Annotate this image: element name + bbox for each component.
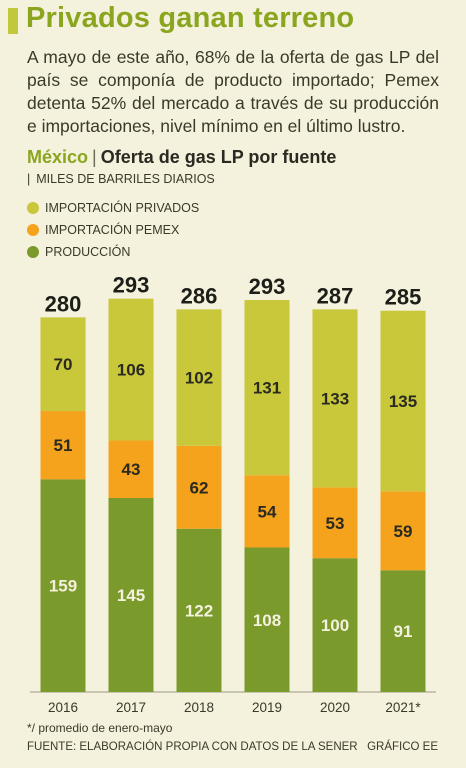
data-label-importacion-privados-2018: 102 [185,369,213,388]
legend-swatch-importacion-privados [27,202,39,214]
data-label-produccion-2020: 100 [321,616,349,635]
bar-segment-produccion-2020 [312,558,358,692]
bar-segment-produccion-2018 [176,528,222,692]
bar-segment-importacion-privados-2017 [108,298,154,441]
data-label-importacion-pemex-2017: 43 [122,460,141,479]
legend-item-importacion-pemex: IMPORTACIÓN PEMEX [27,219,199,241]
chart-units: | MILES DE BARRILES DIARIOS [27,172,215,186]
chart-country: México [27,147,89,167]
bar-segment-importacion-privados-2019 [244,300,290,476]
data-label-importacion-privados-2016: 70 [54,355,73,374]
data-label-produccion-2019: 108 [253,611,281,630]
x-tick-label-2018: 2018 [184,700,214,715]
legend-swatch-importacion-pemex [27,224,39,236]
legend-item-produccion: PRODUCCIÓN [27,241,199,263]
data-label-importacion-pemex-2018: 62 [190,478,209,497]
bar-segment-produccion-2017 [108,498,154,692]
chart-credit: GRÁFICO EE [367,741,438,753]
data-label-produccion-2018: 122 [185,601,213,620]
data-label-importacion-privados-2021: 135 [389,392,417,411]
chart-legend: IMPORTACIÓN PRIVADOS IMPORTACIÓN PEMEX P… [27,197,199,263]
bar-segment-importacion-pemex-2020 [312,487,358,559]
bar-segment-importacion-privados-2020 [312,309,358,488]
bar-segment-importacion-pemex-2017 [108,440,154,499]
data-label-importacion-pemex-2016: 51 [54,436,73,455]
bar-segment-importacion-pemex-2018 [176,445,222,529]
chart-source: FUENTE: ELABORACIÓN PROPIA CON DATOS DE … [27,741,358,753]
x-tick-label-2020: 2020 [320,700,350,715]
x-tick-label-2016: 2016 [48,700,78,715]
total-label-2019: 293 [249,274,286,299]
units-label: MILES DE BARRILES DIARIOS [36,172,215,186]
legend-item-importacion-privados: IMPORTACIÓN PRIVADOS [27,197,199,219]
chart-heading-separator: | [92,147,97,167]
bar-segment-importacion-pemex-2019 [244,475,290,548]
data-label-importacion-privados-2019: 131 [253,379,281,398]
bar-segment-importacion-privados-2018 [176,309,222,446]
data-label-produccion-2017: 145 [117,586,145,605]
data-label-produccion-2016: 159 [49,577,77,596]
data-label-importacion-pemex-2019: 54 [258,502,277,521]
bar-segment-produccion-2021 [380,570,426,692]
total-label-2018: 286 [181,283,218,308]
data-label-importacion-privados-2017: 106 [117,361,145,380]
bar-segment-importacion-pemex-2021 [380,491,426,571]
data-label-importacion-pemex-2020: 53 [326,514,345,533]
title-accent-bar [8,8,18,34]
chart-heading: México | Oferta de gas LP por fuente [27,147,336,168]
units-pipe: | [27,172,31,186]
chart-title: Oferta de gas LP por fuente [100,147,337,167]
chart-footnote: */ promedio de enero-mayo [27,721,173,735]
intro-paragraph: A mayo de este año, 68% de la oferta de … [27,47,439,136]
x-tick-label-2021: 2021* [385,700,421,715]
legend-label-importacion-privados: IMPORTACIÓN PRIVADOS [45,201,200,215]
x-tick-label-2017: 2017 [116,700,146,715]
total-label-2021: 285 [385,285,422,310]
total-label-2017: 293 [113,273,150,298]
data-label-importacion-pemex-2021: 59 [394,522,413,541]
total-label-2016: 280 [45,291,82,316]
page-title: Privados ganan terreno [26,2,355,34]
legend-label-produccion: PRODUCCIÓN [45,245,131,259]
data-label-importacion-privados-2020: 133 [321,389,349,408]
bar-segment-produccion-2016 [40,479,86,692]
bar-segment-importacion-pemex-2016 [40,411,86,480]
bar-segment-importacion-privados-2016 [40,317,86,412]
x-tick-label-2019: 2019 [252,700,282,715]
bar-segment-produccion-2019 [244,547,290,692]
legend-swatch-produccion [27,246,39,258]
total-label-2020: 287 [317,283,354,308]
bar-segment-importacion-privados-2021 [380,310,426,492]
legend-label-importacion-pemex: IMPORTACIÓN PEMEX [45,223,180,237]
data-label-produccion-2021: 91 [394,622,413,641]
